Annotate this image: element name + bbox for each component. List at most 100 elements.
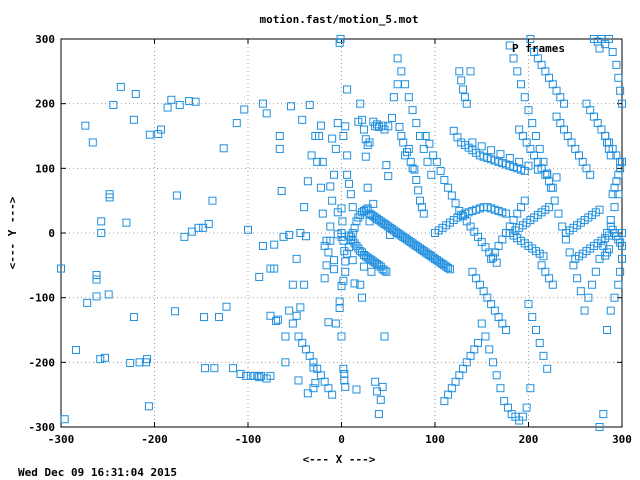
timestamp-footer: Wed Dec 09 16:31:04 2015	[18, 466, 177, 479]
data-point	[384, 122, 393, 131]
y-tick-labels: -300 -200 -100 0 100 200 300	[29, 33, 56, 434]
x-tick-label: 0	[338, 433, 345, 446]
data-point	[343, 170, 352, 179]
data-point	[83, 298, 92, 307]
data-point	[255, 272, 264, 281]
data-point	[494, 241, 503, 250]
data-point	[122, 218, 131, 227]
data-point	[324, 384, 333, 393]
data-point	[481, 332, 490, 341]
data-point	[417, 203, 426, 212]
data-point	[524, 161, 533, 170]
data-point	[380, 332, 389, 341]
y-tick-label: 0	[48, 227, 55, 240]
data-point	[589, 112, 598, 121]
data-point	[257, 371, 266, 380]
data-point	[539, 252, 548, 261]
data-point	[468, 138, 477, 147]
data-point	[593, 119, 602, 128]
data-point	[451, 199, 460, 208]
data-point	[526, 384, 535, 393]
data-point	[326, 236, 335, 245]
data-point	[262, 109, 271, 118]
data-point	[597, 125, 606, 134]
data-point	[343, 85, 352, 94]
data-point	[584, 293, 593, 302]
data-point	[518, 412, 527, 421]
data-point	[339, 132, 348, 140]
data-point	[526, 144, 535, 153]
data-point	[588, 280, 597, 289]
data-point	[475, 280, 484, 289]
data-point	[440, 175, 449, 184]
data-point	[425, 139, 434, 148]
data-point	[517, 203, 526, 212]
data-point	[563, 132, 572, 140]
data-point	[541, 67, 550, 76]
data-point	[336, 35, 345, 43]
data-point	[487, 146, 496, 155]
data-point	[129, 313, 138, 322]
data-point	[539, 157, 548, 166]
data-point	[320, 241, 329, 250]
data-point	[356, 280, 365, 289]
data-point	[574, 151, 583, 160]
data-point	[496, 384, 505, 393]
data-point	[455, 67, 464, 76]
data-point	[522, 403, 531, 412]
data-point	[275, 144, 284, 153]
data-point	[57, 264, 65, 273]
data-point	[545, 203, 554, 212]
data-point	[423, 157, 432, 166]
data-point	[338, 217, 347, 226]
data-point	[380, 266, 389, 275]
data-point	[457, 76, 466, 85]
data-point	[373, 387, 382, 396]
data-point	[328, 134, 337, 143]
data-point	[116, 82, 125, 91]
y-tick-label: 100	[35, 162, 55, 175]
data-point	[105, 193, 114, 202]
data-point	[143, 355, 152, 364]
data-point	[277, 186, 286, 195]
data-point	[429, 151, 438, 160]
data-point	[204, 219, 213, 228]
data-point	[157, 125, 166, 134]
data-point	[270, 264, 279, 273]
data-point	[344, 243, 353, 252]
data-point	[272, 316, 281, 325]
data-point	[376, 395, 385, 404]
data-point	[601, 132, 610, 140]
data-point	[554, 209, 563, 218]
data-point	[343, 249, 352, 258]
data-point	[309, 384, 318, 393]
data-point	[449, 126, 458, 135]
data-point	[393, 54, 402, 63]
data-point	[219, 144, 228, 153]
data-point	[313, 157, 322, 166]
data-point	[414, 186, 423, 195]
data-point	[104, 290, 113, 299]
data-point	[560, 125, 569, 134]
data-point	[500, 397, 509, 406]
data-point	[614, 73, 623, 82]
data-point	[543, 169, 552, 178]
y-tick-label: -200	[29, 356, 56, 369]
data-point	[591, 267, 600, 276]
data-point	[432, 157, 441, 166]
data-point	[477, 319, 486, 328]
data-point	[524, 300, 533, 309]
data-point	[208, 196, 217, 205]
data-point	[232, 119, 241, 128]
data-point	[535, 338, 544, 347]
data-point	[460, 93, 469, 102]
data-point	[187, 227, 196, 236]
data-point	[444, 390, 453, 399]
data-point	[163, 103, 172, 112]
data-point	[343, 151, 352, 160]
data-point	[498, 235, 507, 244]
data-point	[96, 355, 105, 364]
data-point	[618, 157, 626, 166]
data-point	[258, 241, 267, 250]
data-point	[222, 302, 231, 311]
